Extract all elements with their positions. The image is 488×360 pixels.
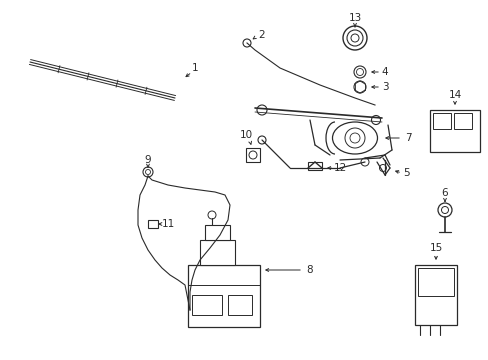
Bar: [417, 268, 453, 296]
Bar: [148, 220, 158, 228]
Text: 4: 4: [381, 67, 387, 77]
Bar: [187, 265, 260, 327]
Bar: [429, 110, 479, 152]
Text: 13: 13: [347, 13, 361, 23]
Bar: [227, 295, 251, 315]
Circle shape: [437, 203, 451, 217]
Bar: [432, 113, 450, 129]
Text: 2: 2: [258, 30, 265, 40]
Text: 6: 6: [441, 188, 447, 198]
Circle shape: [349, 133, 359, 143]
Text: 15: 15: [428, 243, 442, 253]
Circle shape: [243, 39, 250, 47]
Circle shape: [356, 68, 363, 76]
Circle shape: [207, 211, 216, 219]
Circle shape: [353, 81, 365, 93]
Circle shape: [248, 151, 257, 159]
Circle shape: [360, 158, 368, 166]
Bar: [414, 265, 456, 325]
Bar: [453, 113, 471, 129]
Ellipse shape: [332, 122, 377, 154]
Text: 14: 14: [447, 90, 461, 100]
Bar: [200, 240, 235, 265]
Text: 10: 10: [239, 130, 252, 140]
Text: 1: 1: [191, 63, 198, 73]
Circle shape: [258, 136, 265, 144]
Circle shape: [345, 128, 364, 148]
Text: 7: 7: [404, 133, 410, 143]
Circle shape: [257, 105, 266, 115]
Circle shape: [346, 30, 362, 46]
Circle shape: [379, 165, 386, 171]
Text: 9: 9: [144, 155, 151, 165]
Bar: [245, 148, 260, 162]
Text: 8: 8: [306, 265, 313, 275]
Circle shape: [342, 26, 366, 50]
Circle shape: [441, 207, 447, 213]
Circle shape: [353, 66, 365, 78]
Circle shape: [145, 170, 150, 175]
Circle shape: [142, 167, 153, 177]
Bar: [307, 162, 321, 170]
Bar: [192, 295, 222, 315]
Text: 5: 5: [403, 168, 409, 178]
Text: 3: 3: [381, 82, 387, 92]
Text: 11: 11: [161, 219, 174, 229]
Circle shape: [350, 34, 358, 42]
Bar: [204, 225, 229, 240]
Text: 12: 12: [333, 163, 346, 173]
Circle shape: [371, 116, 380, 125]
